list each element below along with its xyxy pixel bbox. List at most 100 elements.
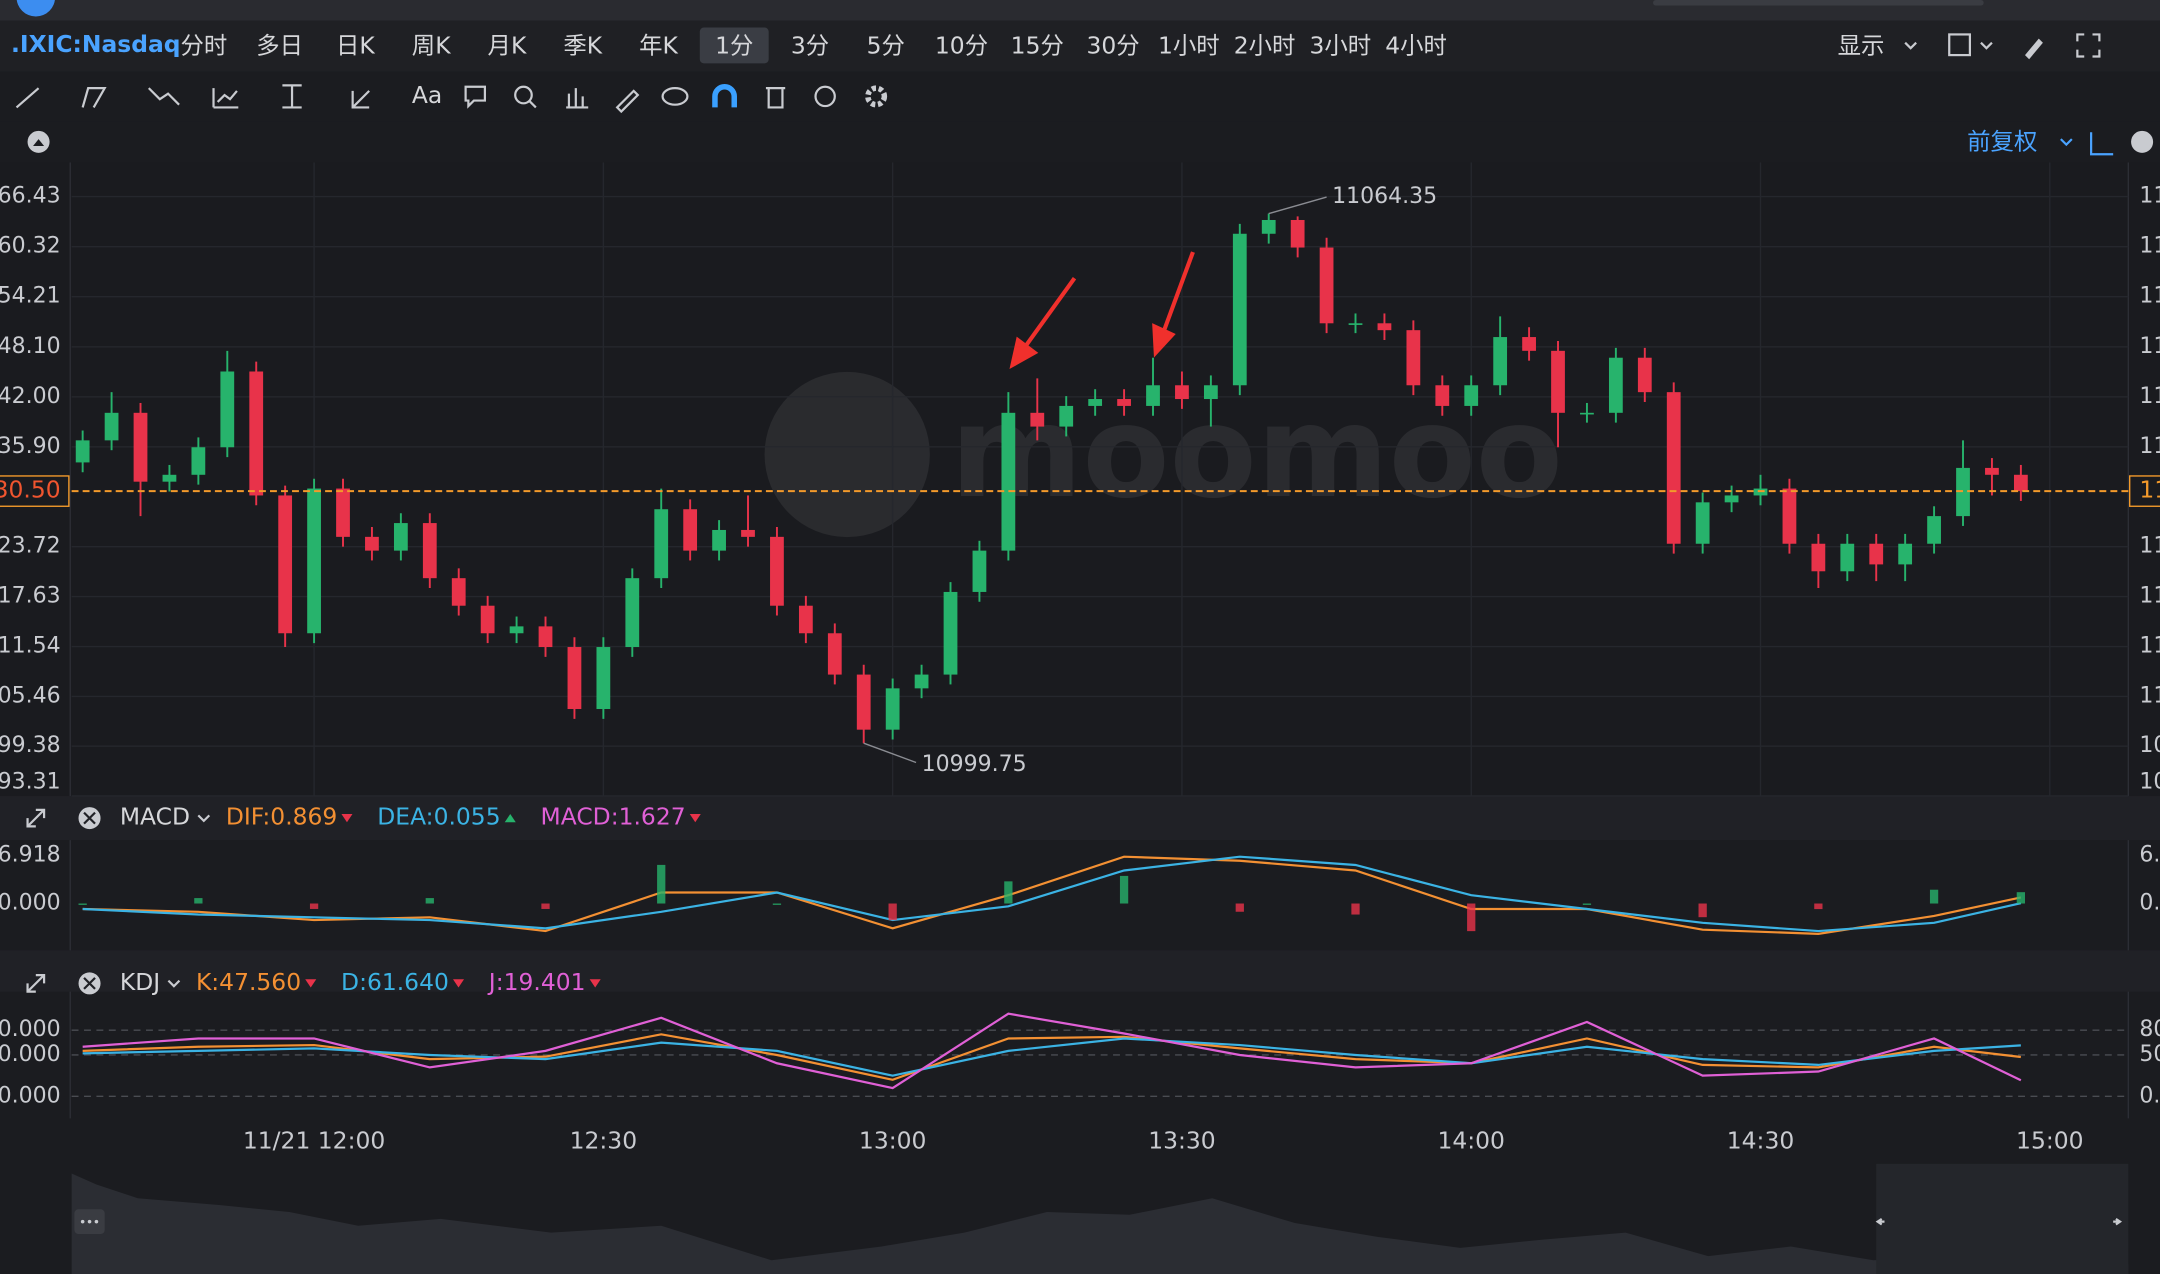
legend-entry[interactable]: DIF:0.869: [226, 803, 337, 831]
histogram-bar: [1929, 889, 1939, 904]
candle-body: [1435, 385, 1450, 406]
period-tab[interactable]: 季K: [563, 31, 602, 59]
period-tab[interactable]: 30分: [1086, 31, 1139, 59]
candle-body: [1985, 467, 1999, 475]
navigator-handles[interactable]: [1875, 1217, 2123, 1226]
wave-tool[interactable]: [147, 87, 180, 106]
dropdown-arrow: [1904, 41, 1917, 50]
period-tab[interactable]: 2小时: [1234, 31, 1296, 59]
period-tab[interactable]: 3分: [791, 31, 829, 59]
fullscreen-button[interactable]: [2076, 33, 2101, 58]
candle-body: [1348, 323, 1363, 325]
candle-body: [1898, 543, 1913, 565]
arrow-shaft: [1162, 251, 1195, 332]
channel-tool[interactable]: [81, 87, 107, 108]
period-tab[interactable]: 10分: [935, 31, 988, 59]
period-tab[interactable]: 分时: [180, 31, 227, 59]
visibility-tool[interactable]: [661, 87, 689, 106]
period-tab[interactable]: 15分: [1011, 31, 1064, 59]
title-strip: [0, 0, 2160, 21]
fib-tool[interactable]: [212, 88, 239, 109]
arrow-tool[interactable]: [351, 90, 370, 109]
trend-arrow: [453, 979, 465, 988]
y-tick-label: 11060.32: [0, 234, 61, 259]
period-tab[interactable]: 5分: [867, 31, 905, 59]
delete-tool[interactable]: [765, 87, 786, 109]
histogram-bar: [772, 903, 782, 905]
menu-button[interactable]: [2131, 130, 2154, 153]
candle-body: [336, 488, 350, 537]
period-tab[interactable]: 多日: [256, 31, 303, 59]
symbol[interactable]: .IXIC:Nasdaq: [11, 30, 181, 58]
brush-tool[interactable]: [615, 89, 640, 114]
navigator-window[interactable]: [1876, 1163, 2129, 1274]
expand-icon[interactable]: [26, 974, 46, 993]
indicator-line: [82, 1033, 2021, 1081]
histogram-bar: [657, 864, 666, 904]
candle-body: [1203, 385, 1218, 400]
period-tab[interactable]: 1分: [715, 31, 753, 59]
indicator-name[interactable]: MACD: [120, 803, 190, 831]
y-tick-label: 11023.72: [0, 534, 61, 559]
period-tab[interactable]: 年K: [639, 31, 678, 59]
period-tab[interactable]: 周K: [412, 31, 451, 59]
candle-body: [1493, 337, 1508, 386]
histogram-bar: [78, 903, 87, 905]
y-tick-label-right: 10999.38: [2139, 733, 2160, 758]
text-tool[interactable]: Aa: [412, 81, 442, 109]
period-tab[interactable]: 1小时: [1158, 31, 1220, 59]
legend-entry[interactable]: MACD:1.627: [541, 803, 686, 831]
candle-body: [1666, 392, 1681, 544]
period-tab[interactable]: 4小时: [1385, 31, 1447, 59]
histogram-bar: [309, 903, 319, 909]
period-tab[interactable]: 日K: [336, 31, 375, 59]
period-tab[interactable]: 月K: [488, 31, 527, 59]
legend-entry[interactable]: K:47.560: [196, 968, 301, 996]
candle-body: [1030, 412, 1045, 427]
candle-body: [798, 605, 813, 634]
candle-body: [972, 550, 987, 592]
period-tab[interactable]: 3小时: [1309, 31, 1371, 59]
candle-body: [1464, 385, 1479, 406]
macd-header: [0, 796, 2160, 841]
watermark: moomoo: [764, 371, 1563, 538]
line-tool[interactable]: [15, 87, 40, 109]
settings-tool[interactable]: [865, 85, 888, 108]
candle-body: [1840, 543, 1855, 572]
legend-entry[interactable]: DEA:0.055: [377, 803, 500, 831]
indicator-line: [82, 855, 2022, 935]
candle-body: [278, 495, 293, 634]
indicator-name[interactable]: KDJ: [120, 968, 160, 996]
expand-icon[interactable]: [26, 808, 46, 828]
magnet-tool[interactable]: [712, 84, 737, 108]
zoom-tool[interactable]: [514, 85, 533, 105]
candle-body: [654, 509, 669, 579]
adjust-menu[interactable]: 前复权: [1967, 128, 2037, 156]
scale-button[interactable]: [2090, 132, 2114, 156]
y-tick-label: 11017.63: [0, 584, 61, 609]
histogram-bar: [425, 898, 434, 904]
histogram-bar: [194, 898, 203, 904]
display-menu[interactable]: 显示: [1838, 31, 1885, 59]
candle-body: [1117, 399, 1131, 406]
indicator-line: [82, 1037, 2021, 1077]
indicator-tool[interactable]: [566, 88, 589, 109]
candle-body: [856, 674, 871, 730]
y-tick-label: 80.000: [0, 1017, 61, 1042]
layout-button[interactable]: [1948, 33, 1971, 57]
candle-body: [133, 412, 148, 482]
legend-entry[interactable]: J:19.401: [487, 968, 586, 996]
candle-body: [1001, 412, 1016, 551]
note-tool[interactable]: [464, 85, 487, 109]
sync-tool[interactable]: [814, 85, 836, 108]
measure-tool[interactable]: [282, 84, 302, 109]
candle-body: [625, 578, 640, 648]
watermark-logo: [764, 371, 930, 538]
arrow-head: [1152, 323, 1176, 358]
legend-entry[interactable]: D:61.640: [341, 968, 449, 996]
histogram-bar: [541, 903, 550, 909]
x-tick-label: 13:30: [1148, 1126, 1215, 1154]
y-tick-label-right: 50.000: [2139, 1042, 2160, 1067]
draw-button[interactable]: [2025, 38, 2043, 60]
